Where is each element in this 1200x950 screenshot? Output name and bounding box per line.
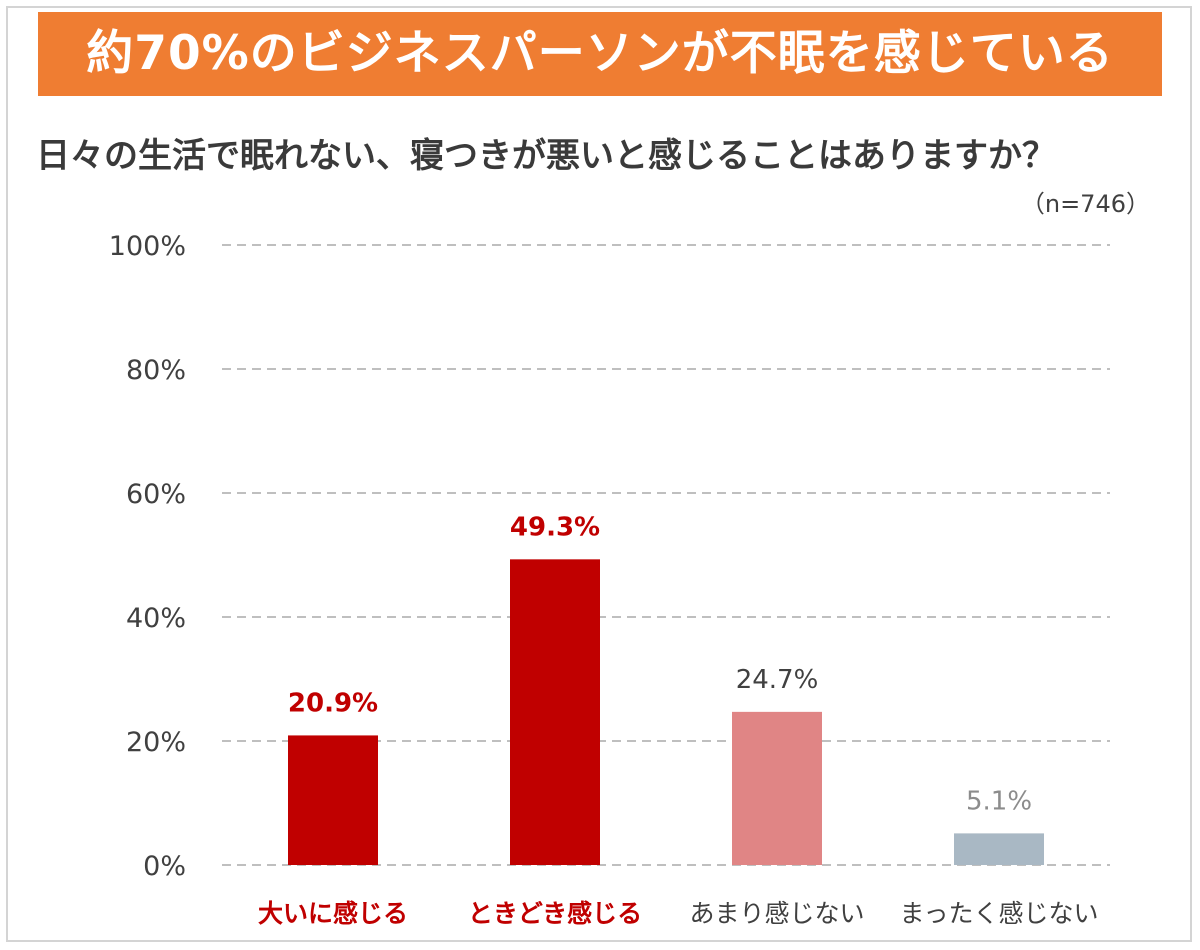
value-labels: 20.9% 49.3% 24.7% 5.1%	[288, 512, 1032, 816]
bars	[288, 559, 1044, 865]
sample-size: （n=746）	[1020, 190, 1150, 218]
y-tick-label: 60%	[126, 479, 186, 510]
data-label: 5.1%	[966, 786, 1032, 816]
survey-question: 日々の生活で眠れない、寝つきが悪いと感じることはありますか？	[36, 136, 1056, 176]
bar	[288, 735, 378, 865]
category-label: あまり感じない	[689, 899, 864, 928]
category-label: 大いに感じる	[258, 899, 408, 928]
y-tick-label: 80%	[126, 355, 186, 386]
y-tick-label: 20%	[126, 727, 186, 758]
y-tick-label: 100%	[109, 231, 186, 262]
headline-banner: 約70%のビジネスパーソンが不眠を感じている	[38, 12, 1162, 96]
category-label: ときどき感じる	[468, 899, 642, 928]
data-label: 24.7%	[736, 665, 819, 695]
bar	[732, 711, 822, 865]
category-label: まったく感じない	[899, 899, 1098, 928]
y-tick-label: 40%	[126, 603, 186, 634]
data-label: 49.3%	[510, 512, 600, 542]
category-labels: 大いに感じる ときどき感じる あまり感じない まったく感じない	[258, 899, 1099, 928]
data-label: 20.9%	[288, 688, 378, 718]
y-tick-label: 0%	[143, 851, 186, 882]
bar	[510, 559, 600, 865]
y-axis-ticks: 0% 20% 40% 60% 80% 100%	[109, 231, 186, 882]
bar	[954, 833, 1044, 865]
